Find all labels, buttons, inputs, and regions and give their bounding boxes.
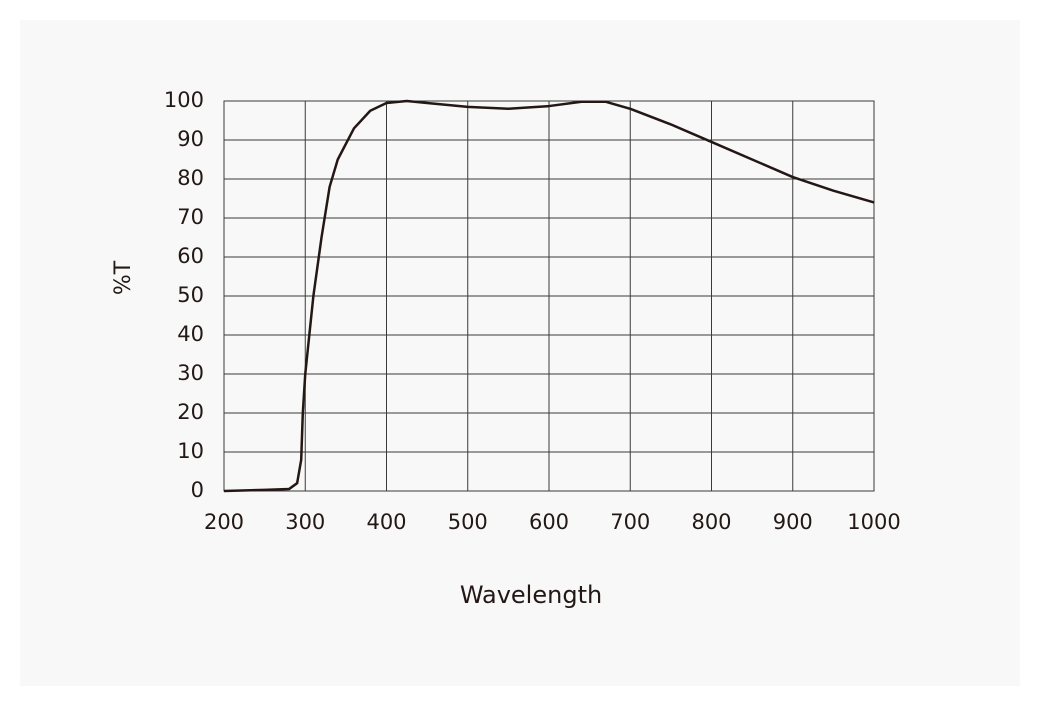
y-tick-label: 100	[164, 88, 204, 112]
x-tick-label: 1000	[847, 510, 900, 534]
y-tick-label: 30	[177, 361, 204, 385]
data-line	[223, 99, 875, 493]
y-tick-label: 90	[177, 127, 204, 151]
x-tick-label: 700	[610, 510, 650, 534]
y-tick-label: 10	[177, 439, 204, 463]
x-tick-label: 200	[204, 510, 244, 534]
y-axis-label: %T	[111, 260, 136, 295]
y-tick-label: 40	[177, 322, 204, 346]
x-tick-label: 800	[691, 510, 731, 534]
x-tick-label: 400	[366, 510, 406, 534]
panel	[20, 20, 1020, 686]
y-tick-label: 60	[177, 244, 204, 268]
y-tick-label: 70	[177, 205, 204, 229]
plot-border	[223, 100, 875, 492]
x-tick-label: 500	[448, 510, 488, 534]
x-tick-label: 600	[529, 510, 569, 534]
y-tick-label: 20	[177, 400, 204, 424]
y-tick-label: 80	[177, 166, 204, 190]
y-tick-label: 50	[177, 283, 204, 307]
y-tick-label: 0	[191, 478, 204, 502]
x-axis-label: Wavelength	[460, 581, 602, 609]
x-tick-label: 900	[773, 510, 813, 534]
x-tick-label: 300	[285, 510, 325, 534]
